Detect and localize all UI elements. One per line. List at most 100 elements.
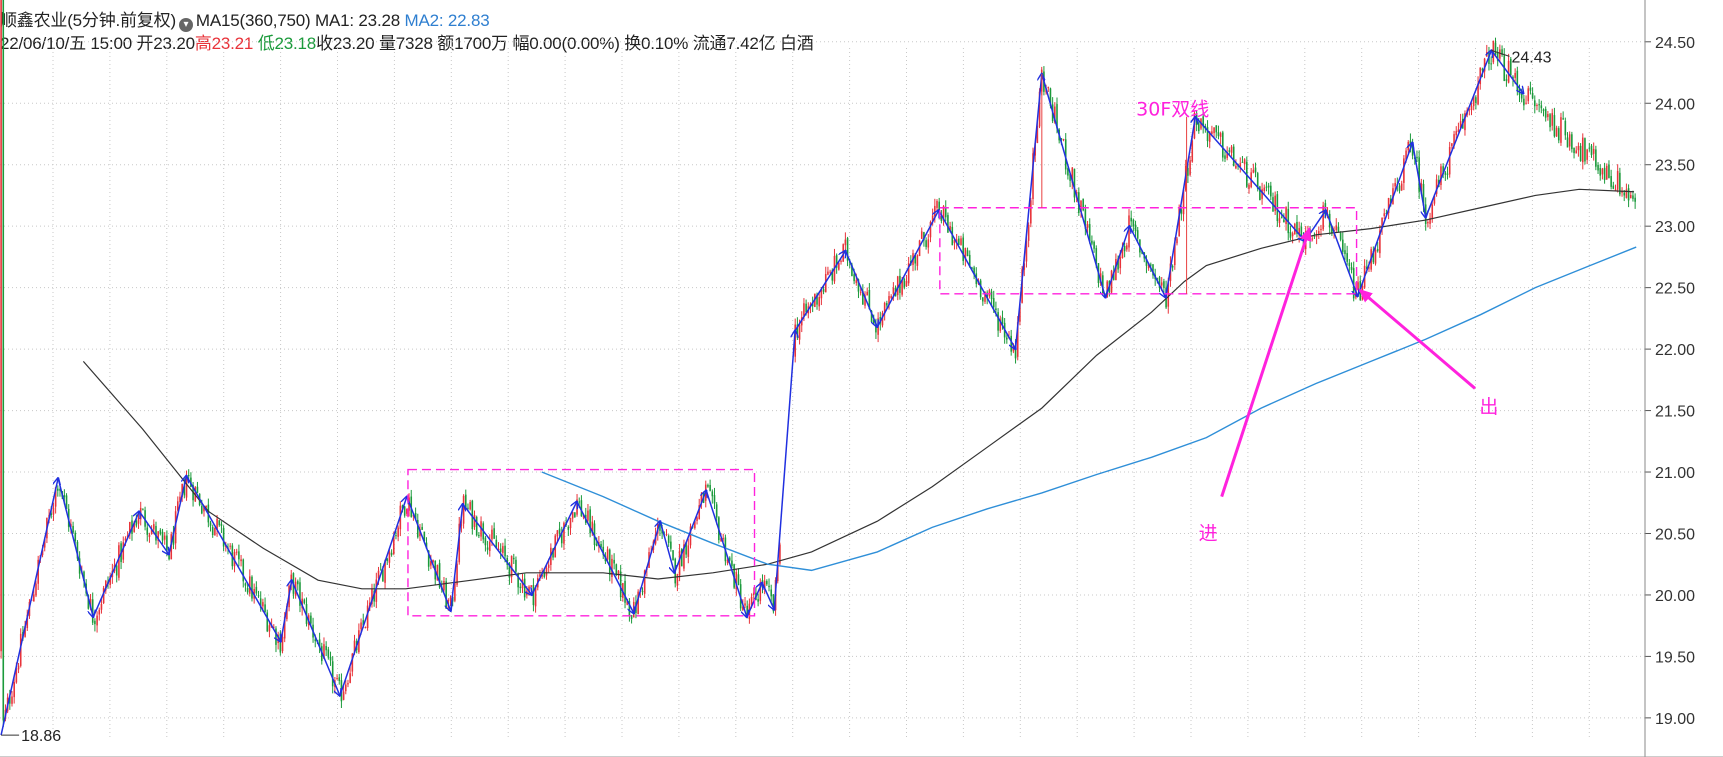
- candle-body: [318, 639, 321, 648]
- candle-body: [1483, 58, 1486, 72]
- candle-body: [362, 620, 365, 626]
- candle-body: [742, 606, 744, 610]
- candle-body: [552, 548, 554, 558]
- candle-body: [351, 653, 354, 672]
- candle-body: [15, 668, 18, 683]
- candle-body: [608, 549, 611, 575]
- candle-body: [102, 587, 105, 604]
- candle-body: [1501, 49, 1503, 55]
- candle-body: [1322, 205, 1324, 230]
- candle-body: [515, 559, 517, 572]
- candle-body: [947, 215, 949, 233]
- candle-body: [1457, 129, 1460, 132]
- candle-body: [1616, 171, 1619, 190]
- candle-body: [1595, 149, 1597, 167]
- candle-body: [1485, 52, 1488, 57]
- candle-body: [100, 603, 103, 610]
- candle-body: [1470, 106, 1473, 110]
- candle-body: [643, 570, 646, 594]
- candle-body: [187, 475, 190, 477]
- candle-body: [1451, 143, 1453, 147]
- candle-body: [1289, 232, 1292, 238]
- candle-body: [1130, 217, 1132, 222]
- candle-body: [1243, 159, 1246, 165]
- candle-body: [57, 488, 59, 491]
- candle-body: [936, 201, 938, 208]
- candle-body: [667, 535, 670, 543]
- candle-body: [423, 531, 426, 542]
- stock-header-line-2: 22/06/10/五 15:00 开23.20高23.21 低23.18收23.…: [0, 29, 814, 54]
- candle-body: [499, 548, 502, 553]
- chart-annotation: 进: [1199, 523, 1218, 545]
- candle-body: [1394, 182, 1396, 187]
- candle-body: [262, 602, 264, 607]
- candle-body: [504, 545, 506, 557]
- candle-body: [486, 547, 489, 550]
- y-tick-label: 21.50: [1655, 404, 1695, 421]
- candle-body: [683, 544, 685, 569]
- candle-body: [1608, 164, 1610, 178]
- candle-body: [626, 599, 629, 605]
- candle-body: [1038, 91, 1041, 127]
- candle-body: [1592, 148, 1595, 154]
- candle-body: [1547, 114, 1549, 118]
- y-tick-label: 20.50: [1655, 526, 1695, 543]
- consolidation-box: [407, 468, 756, 617]
- candle-body: [1145, 258, 1148, 266]
- candle-body: [1542, 109, 1545, 111]
- candle-body: [366, 605, 369, 629]
- candle-body: [966, 250, 969, 256]
- candle-body: [512, 557, 515, 560]
- zigzag-segment: [633, 521, 660, 614]
- candle-body: [931, 215, 934, 222]
- candle-body: [689, 526, 692, 546]
- candle-body: [1527, 88, 1530, 102]
- candle-body: [1405, 150, 1407, 160]
- candle-body: [1621, 190, 1623, 193]
- candle-body: [1241, 161, 1244, 163]
- candle-body: [238, 551, 240, 560]
- candle-body: [1270, 185, 1272, 197]
- candle-body: [676, 574, 679, 586]
- candle-body: [971, 267, 973, 270]
- candle-body: [1025, 240, 1028, 262]
- candle-body: [1047, 87, 1050, 89]
- candle-body: [986, 292, 988, 299]
- candle-body: [1339, 233, 1342, 240]
- zigzag-segment: [659, 520, 674, 573]
- candle-body: [1418, 157, 1420, 192]
- y-tick-label: 19.00: [1655, 711, 1695, 728]
- candle-body: [1605, 165, 1608, 180]
- candle-body: [229, 545, 231, 547]
- candle-body: [1627, 188, 1630, 201]
- candle-body: [678, 550, 681, 576]
- candle-body: [955, 239, 958, 243]
- candle-body: [41, 549, 44, 556]
- candle-body: [1019, 304, 1021, 322]
- candle-body: [1422, 184, 1425, 206]
- candle-body: [728, 557, 731, 561]
- candle-body: [715, 504, 718, 518]
- candle-body: [1112, 271, 1115, 280]
- candle-body: [571, 511, 574, 519]
- candle-body: [1551, 113, 1554, 126]
- candle-body: [264, 604, 266, 612]
- candle-body: [720, 537, 722, 542]
- chart-annotation: 出: [1479, 396, 1498, 418]
- candle-body: [196, 486, 199, 493]
- candle-body: [414, 512, 417, 520]
- candle-body: [1060, 138, 1063, 141]
- candle-body: [473, 515, 476, 527]
- candle-body: [344, 684, 347, 692]
- candle-body: [805, 303, 807, 313]
- candle-body: [484, 537, 487, 546]
- zigzag-segment: [938, 209, 1016, 349]
- candle-body: [1121, 247, 1124, 259]
- settings-toggle-icon[interactable]: ▾: [178, 18, 193, 32]
- candle-body: [310, 615, 312, 624]
- candle-body: [1300, 226, 1303, 237]
- candle-body: [218, 520, 221, 526]
- candle-body: [464, 494, 467, 510]
- candle-body: [903, 279, 906, 288]
- candle-body: [589, 509, 591, 534]
